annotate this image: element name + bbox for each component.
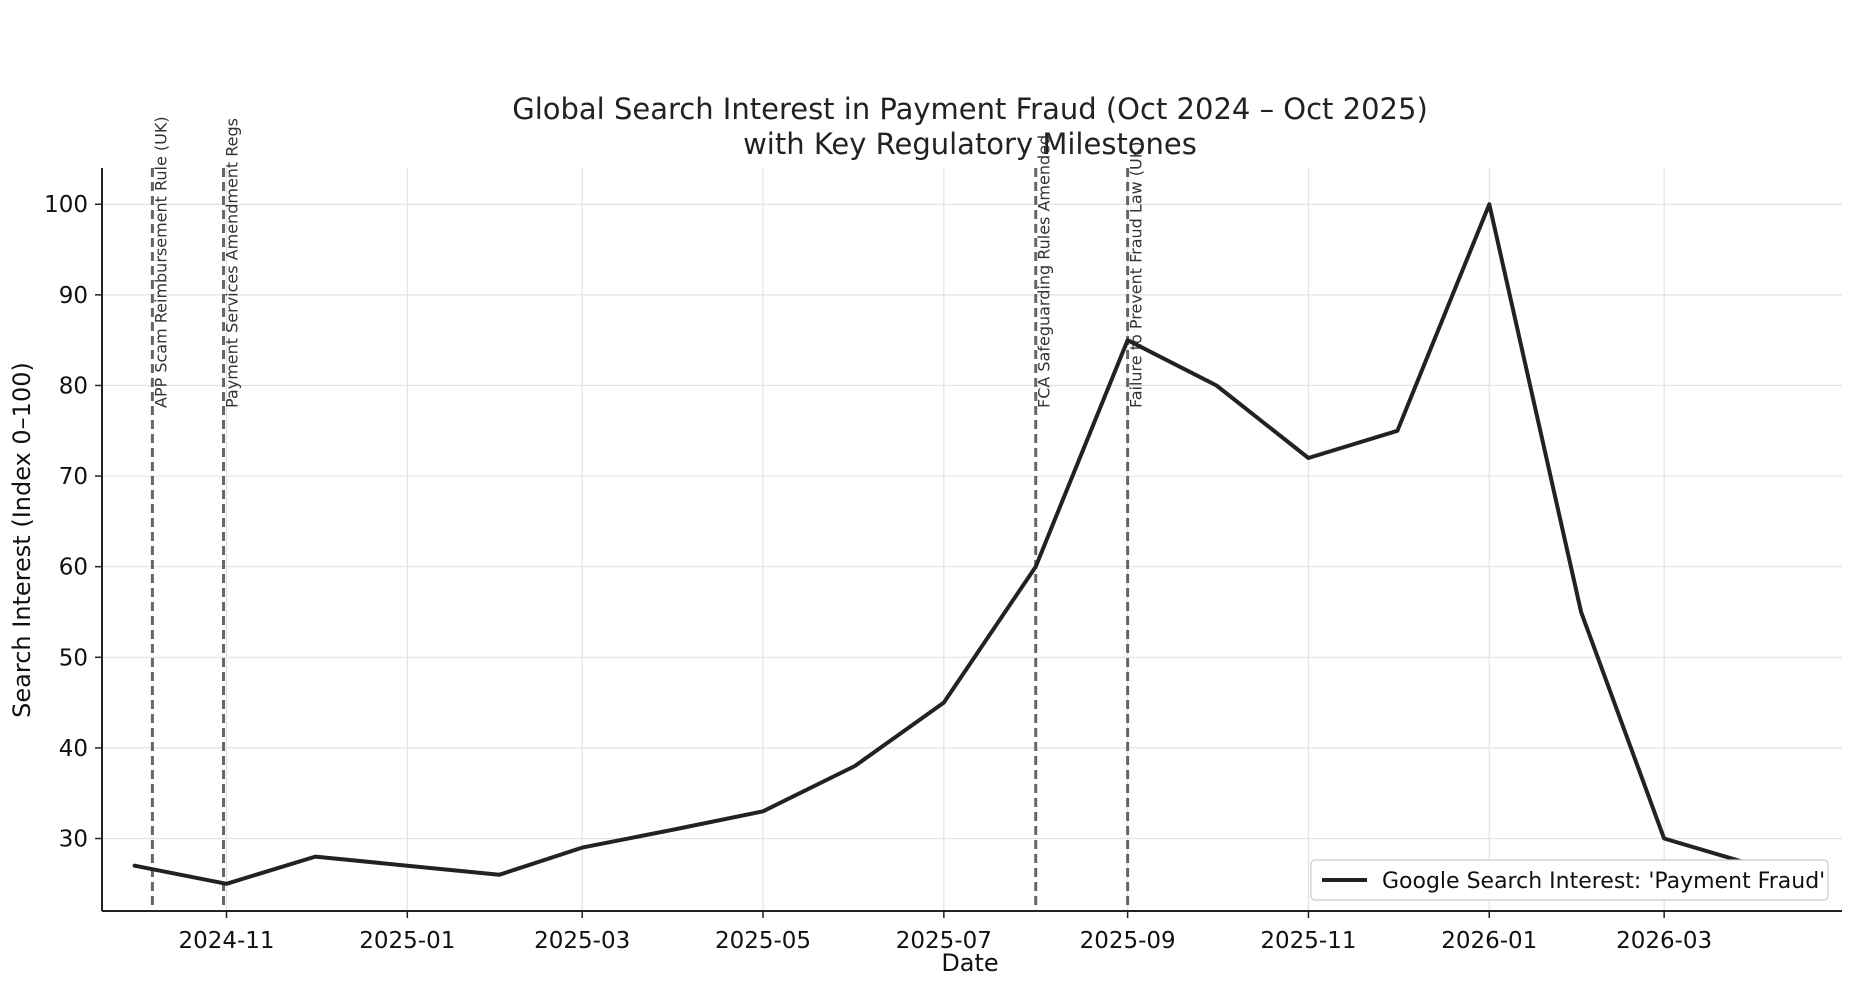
axes xyxy=(95,168,1842,918)
x-tick-label: 2025-09 xyxy=(1080,928,1176,954)
y-tick-label: 90 xyxy=(59,283,88,309)
x-tick-label: 2024-11 xyxy=(178,928,274,954)
x-tick-label: 2026-01 xyxy=(1441,928,1537,954)
x-axis-title: Date xyxy=(941,949,998,977)
x-tick-label: 2025-03 xyxy=(534,928,630,954)
series-line xyxy=(132,202,1758,886)
y-tick-label: 60 xyxy=(59,555,88,581)
y-tick-label: 80 xyxy=(59,373,88,399)
milestone-label: Payment Services Amendment Regs xyxy=(223,118,242,408)
milestone-markers: APP Scam Reimbursement Rule (UK) Payment … xyxy=(150,116,1146,911)
chart-title-line-2: with Key Regulatory Milestones xyxy=(743,127,1197,161)
x-tick-label: 2025-01 xyxy=(359,928,455,954)
y-axis-title: Search Interest (Index 0–100) xyxy=(8,362,36,718)
series-lines xyxy=(132,202,1758,886)
x-tick-label: 2026-03 xyxy=(1616,928,1712,954)
chart-title-line-1: Global Search Interest in Payment Fraud … xyxy=(512,92,1428,126)
legend-label: Google Search Interest: 'Payment Fraud' xyxy=(1382,869,1825,894)
milestone-label: Failure to Prevent Fraud Law (UK) xyxy=(1127,141,1146,408)
legend: Google Search Interest: 'Payment Fraud' xyxy=(1310,859,1829,901)
legend-box xyxy=(1310,859,1829,901)
y-tick-label: 50 xyxy=(59,645,88,671)
y-tick-label: 100 xyxy=(44,192,88,218)
y-tick-label: 30 xyxy=(59,827,88,853)
milestone-label: FCA Safeguarding Rules Amended xyxy=(1035,135,1054,408)
x-tick-label: 2025-11 xyxy=(1260,928,1356,954)
tick-labels: 30 40 50 60 70 80 90 100 2024-11 2025-01 2025-03 20… xyxy=(44,192,1712,954)
x-tick-label: 2025-05 xyxy=(715,928,811,954)
y-tick-label: 70 xyxy=(59,464,88,490)
y-tick-label: 40 xyxy=(59,736,88,762)
grid xyxy=(102,168,1842,911)
x-tick-label: 2025-07 xyxy=(896,928,992,954)
milestone-label: APP Scam Reimbursement Rule (UK) xyxy=(151,116,170,408)
